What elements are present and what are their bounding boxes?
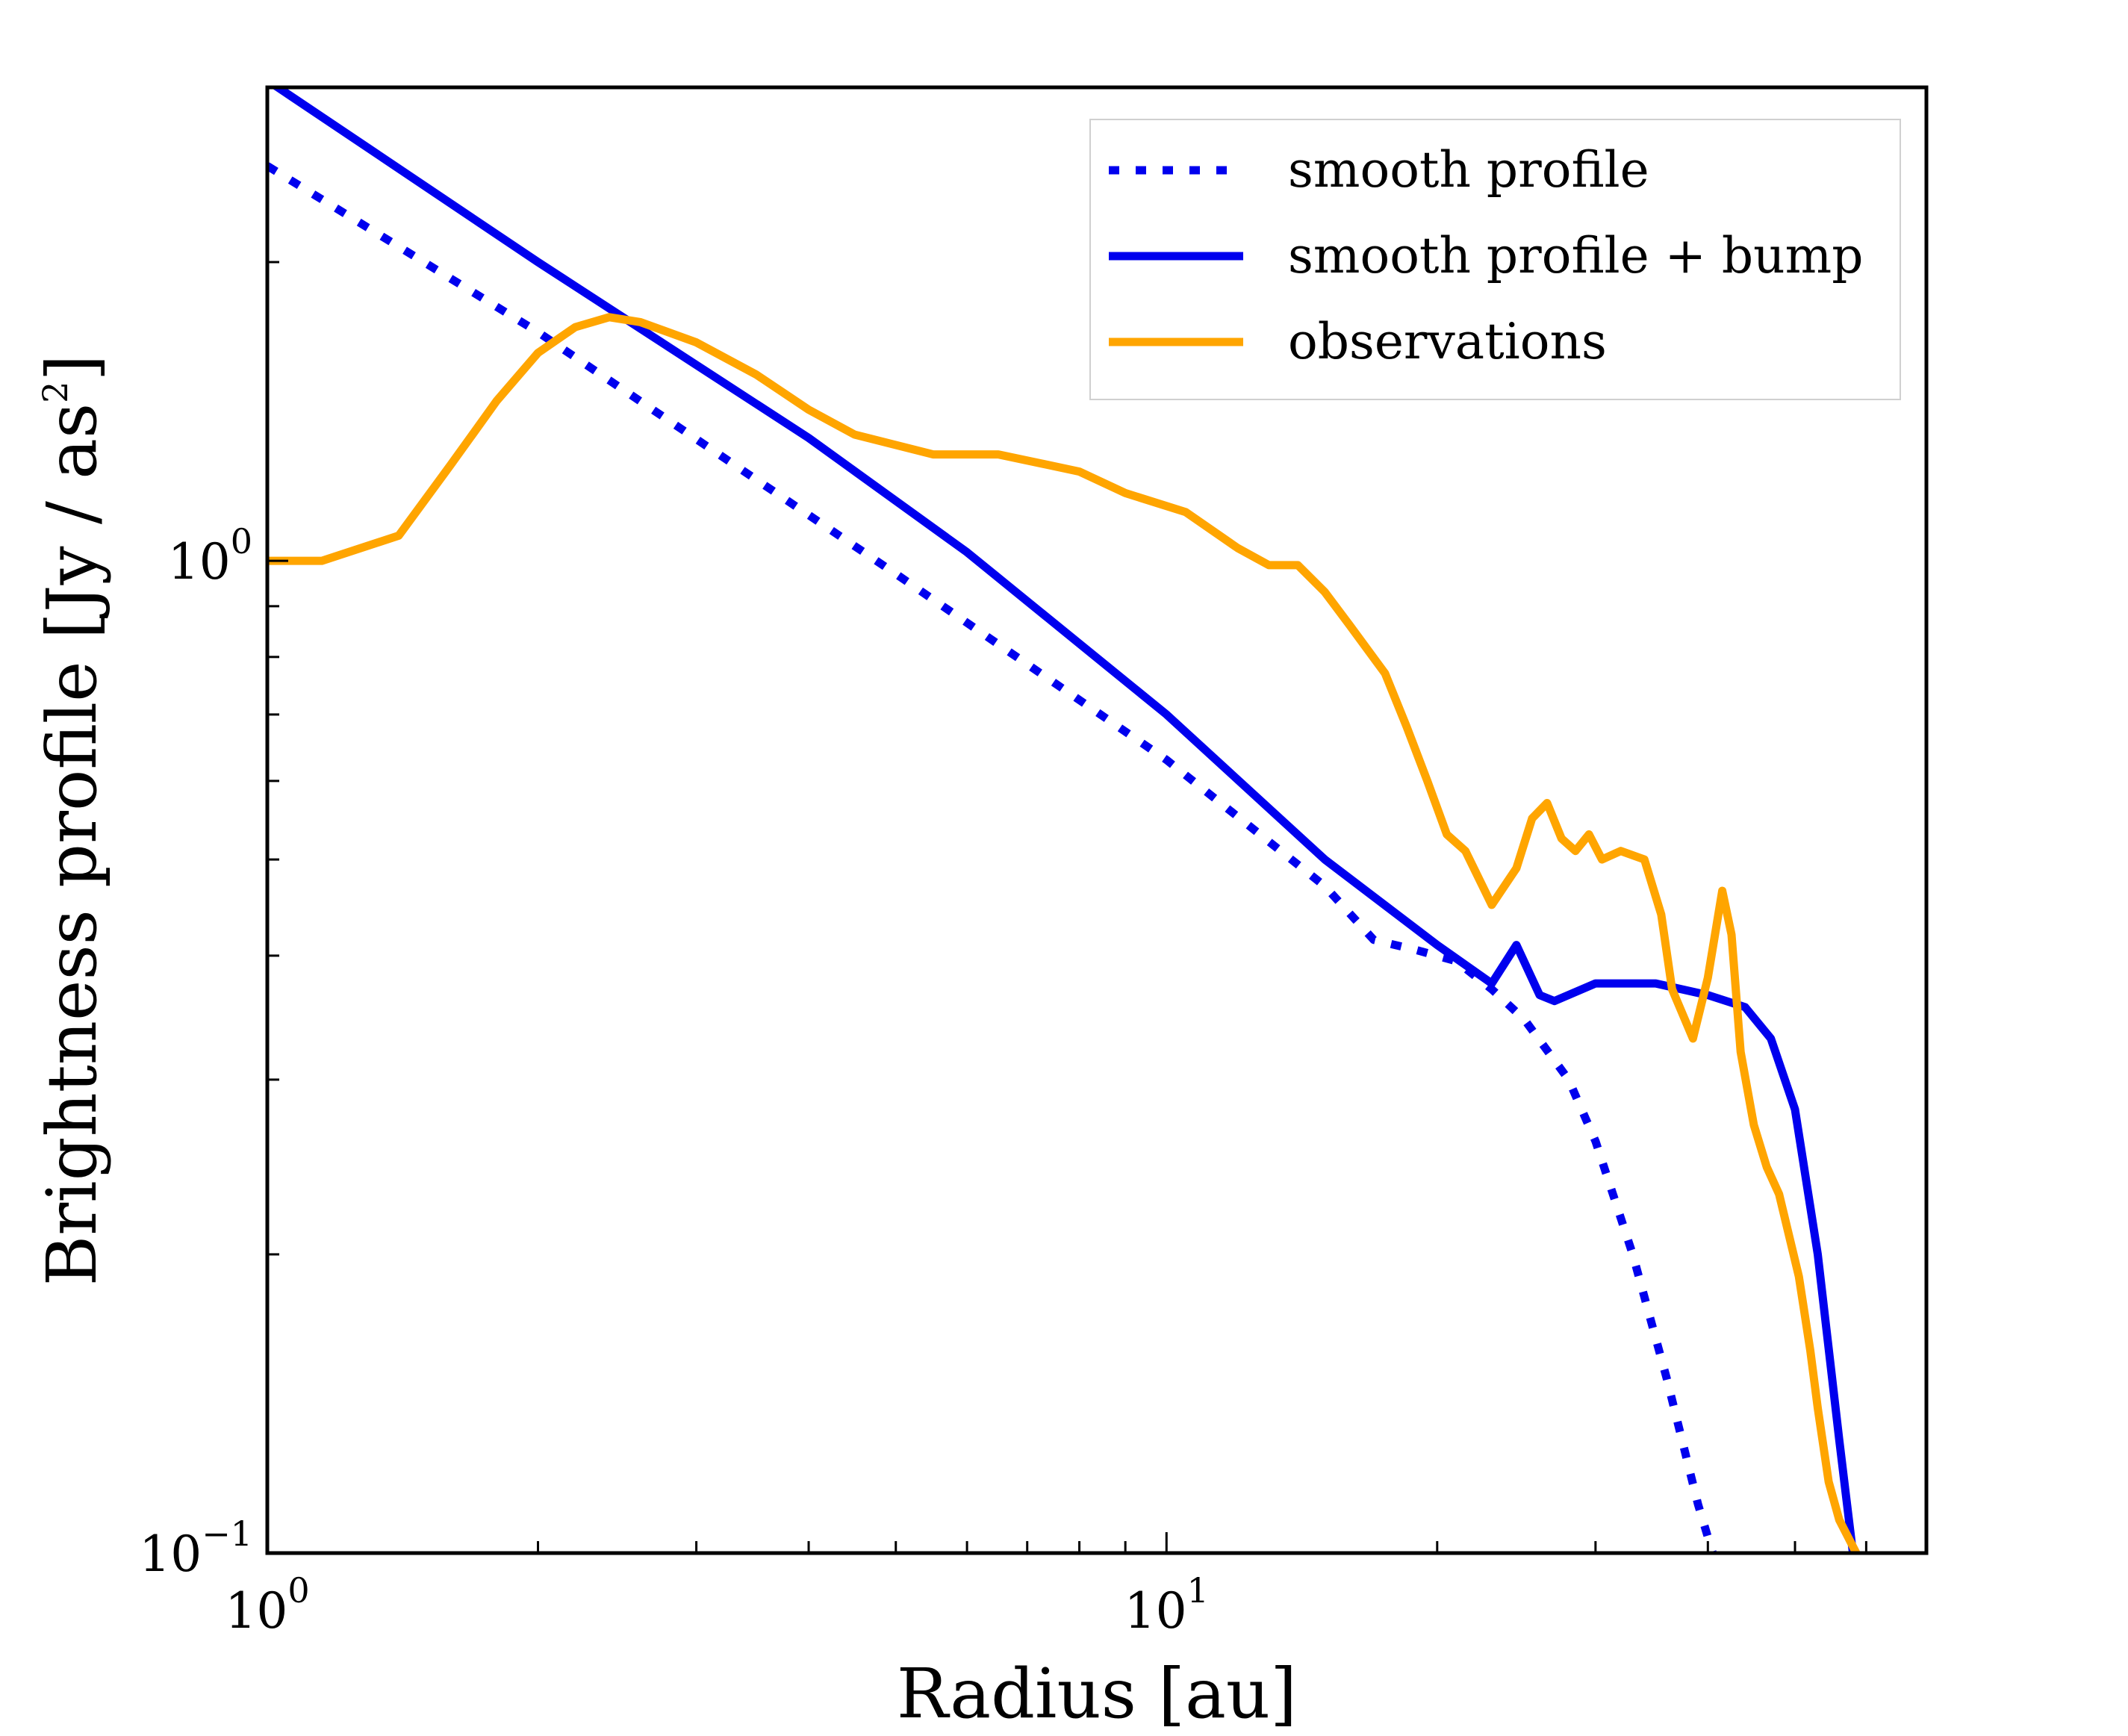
legend-label-1: smooth profile + bump [1288,227,1864,284]
y-axis-label-main: Brightness profile [Jy / as [32,403,112,1287]
x-axis-label: Radius [au] [897,1654,1297,1734]
series-line-2 [267,313,1861,1553]
x-tick-label: 100 [225,1570,309,1640]
y-tick-label: 100 [168,521,252,591]
x-tick-label: 101 [1124,1570,1209,1640]
legend-label-2: observations [1288,313,1607,370]
legend-label-0: smooth profile [1288,141,1649,199]
y-tick-label: 10−1 [139,1513,252,1583]
series-line-1 [270,87,1858,1553]
y-axis-label-sup: 2 [35,382,75,403]
legend: smooth profile smooth profile + bump obser… [1089,119,1901,400]
y-axis-label-end: ] [32,355,112,382]
y-axis-label: Brightness profile [Jy / as2] [32,355,112,1287]
axes-frame [265,85,1929,1555]
plot-area [267,87,1861,1553]
